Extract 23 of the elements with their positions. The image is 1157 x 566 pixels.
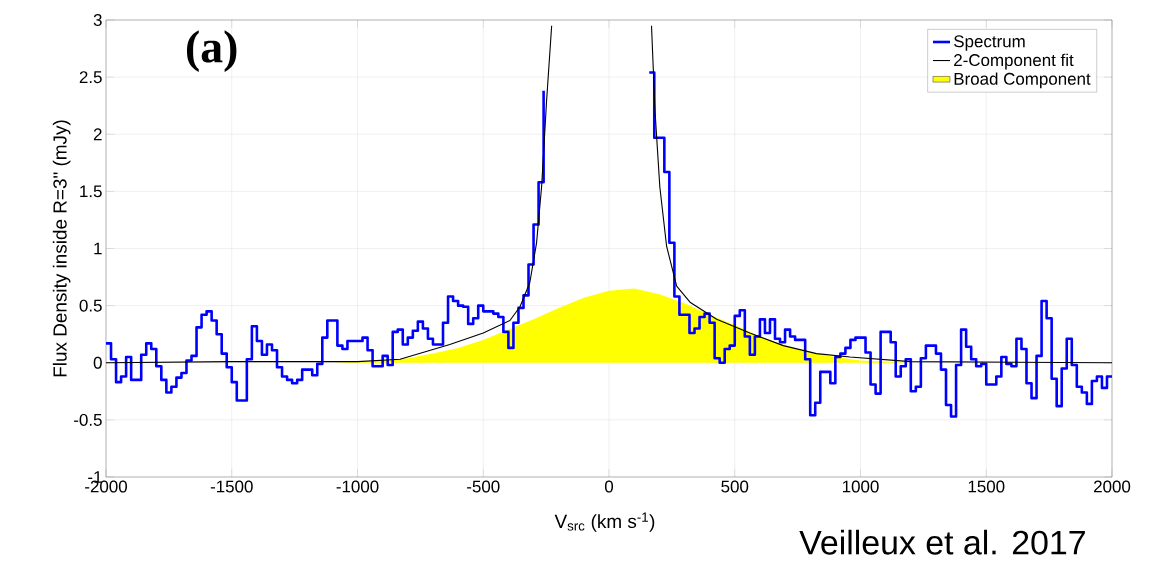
y-tick-label: 2 bbox=[93, 128, 102, 141]
x-tick-label: -500 bbox=[467, 480, 500, 493]
legend-label: Spectrum bbox=[954, 35, 1025, 51]
x-tick-label: 2000 bbox=[1094, 480, 1131, 493]
legend-label: 2-Component fit bbox=[954, 53, 1074, 70]
x-tick-label: 1500 bbox=[968, 480, 1005, 493]
annotation: (a) bbox=[186, 30, 237, 72]
x-tick-label: 0 bbox=[604, 480, 614, 493]
text: Veilleux et al. 2017 bbox=[799, 529, 1085, 555]
legend-label: Broad Component bbox=[954, 72, 1091, 89]
x-tick-label: -1500 bbox=[210, 480, 253, 493]
y-tick-label: 3 bbox=[93, 14, 102, 26]
x-axis-title: V$_{src}$ (km s$^{-1}$) bbox=[554, 512, 655, 532]
y-axis-title: Flux Density inside R=3" (mJy) bbox=[52, 120, 71, 377]
y-tick-label: 2.5 bbox=[79, 71, 102, 84]
y-tick-label: 0 bbox=[93, 356, 102, 369]
y-tick-label: 0.5 bbox=[79, 299, 102, 312]
x-tick-label: 500 bbox=[721, 480, 749, 493]
x-tick-label: 1000 bbox=[842, 480, 879, 493]
y-tick-label: 1 bbox=[94, 242, 102, 255]
y-tick-label: -0.5 bbox=[74, 413, 102, 426]
x-tick-label: -1000 bbox=[336, 480, 379, 493]
y-tick-label: 1.5 bbox=[80, 185, 102, 198]
